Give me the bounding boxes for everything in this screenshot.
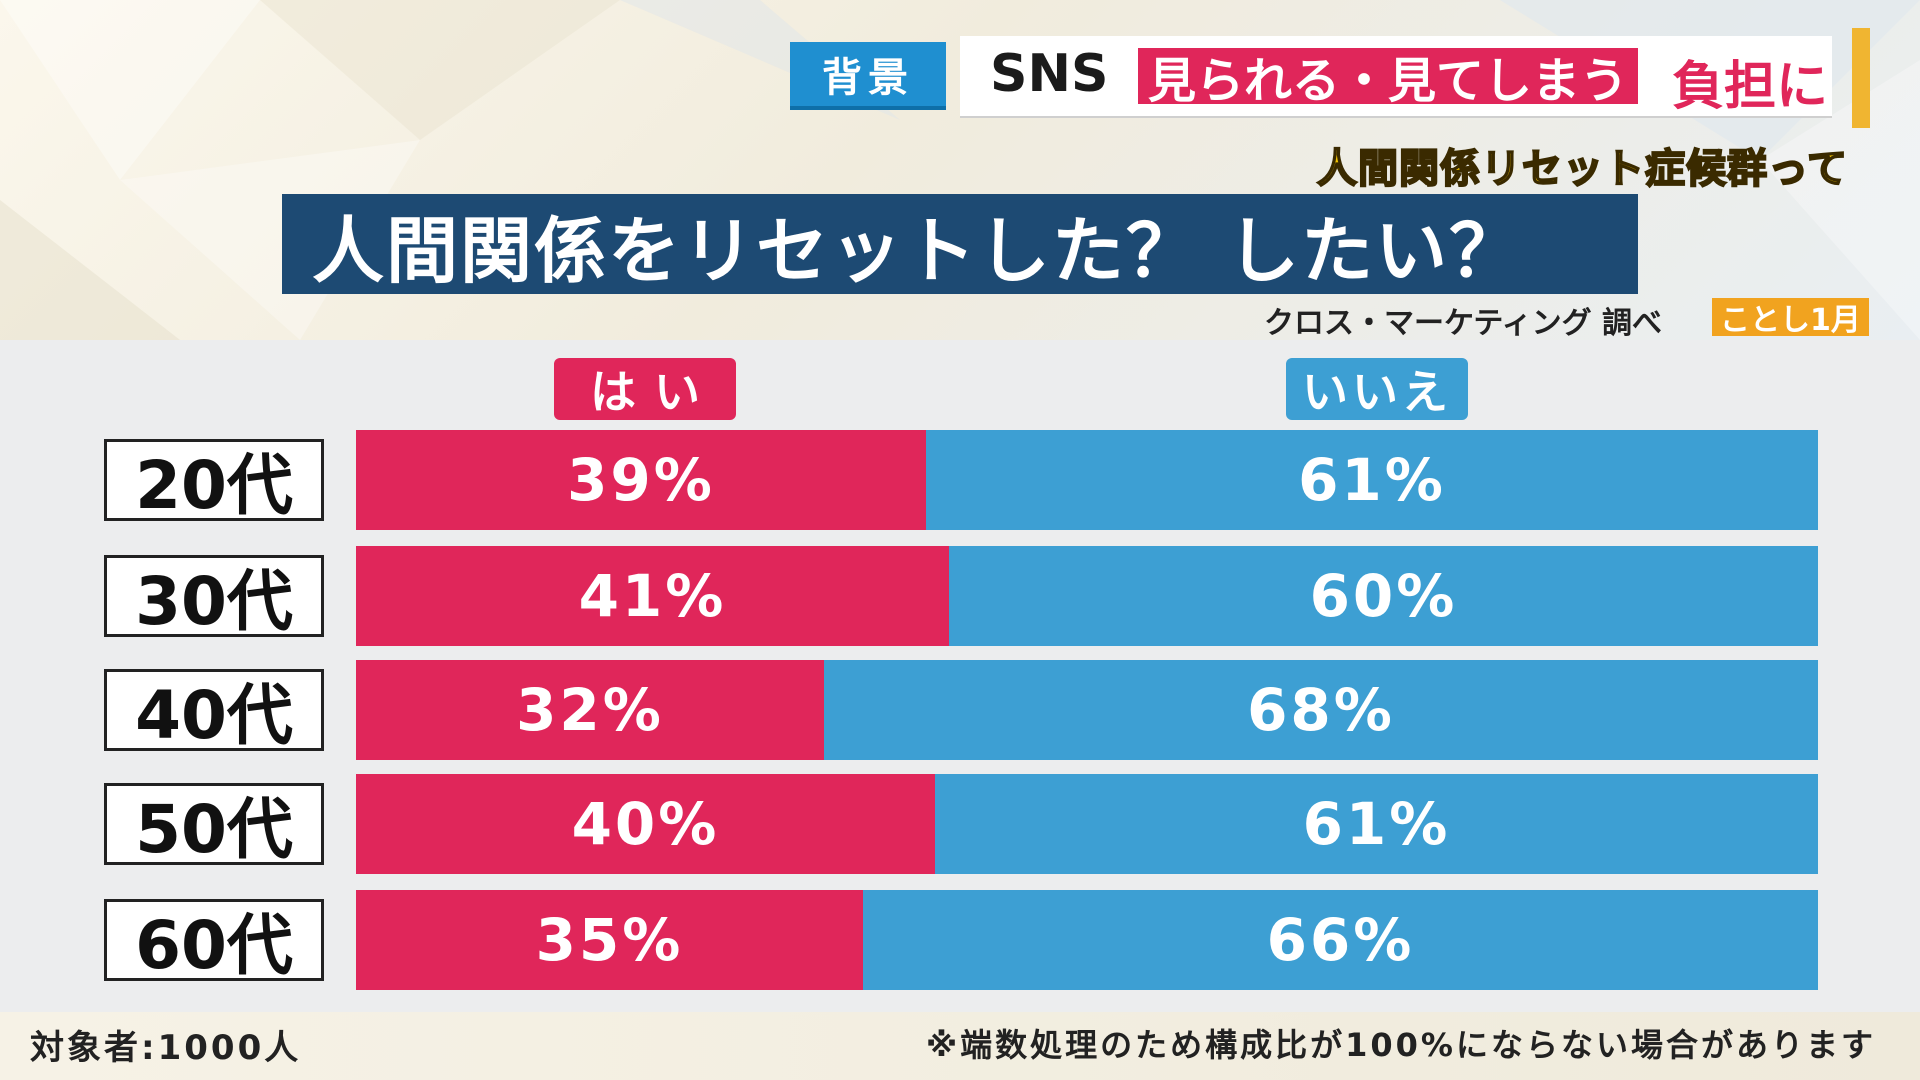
bar-yes-2: 32% [356, 660, 824, 760]
bar-no-1: 60% [949, 546, 1818, 646]
bar-yes-3: 40% [356, 774, 935, 874]
footer-strip [0, 1012, 1920, 1080]
bar-no-4: 66% [863, 890, 1818, 990]
bar-yes-4: 35% [356, 890, 863, 990]
age-label-1: 30代 [104, 555, 324, 640]
date-badge: ことし1月 [1712, 298, 1869, 338]
legend-no: いいえ [1286, 358, 1468, 420]
topic-caption: 人間関係リセット症候群って [1316, 145, 1848, 193]
age-label-0: 20代 [104, 439, 324, 524]
header-highlight: 見られる・見てしまう [1138, 48, 1639, 109]
header-sns: SNS [990, 44, 1109, 104]
header-accent-right [1852, 28, 1870, 128]
legend-yes: はい [554, 358, 736, 420]
question-banner: 人間関係をリセットした？ したい？ [282, 194, 1638, 294]
bar-no-2: 68% [824, 660, 1818, 760]
bar-yes-0: 39% [356, 430, 926, 530]
header-suffix: 負担に [1672, 57, 1829, 117]
age-label-4: 60代 [104, 899, 324, 984]
bar-yes-1: 41% [356, 546, 949, 646]
footnote-sample-size: 対象者:1000人 [30, 1028, 302, 1068]
bar-no-3: 61% [935, 774, 1818, 874]
footnote-rounding: ※端数処理のため構成比が100%にならない場合があります [926, 1026, 1876, 1064]
source-caption: クロス・マーケティング 調べ [1264, 306, 1663, 341]
bar-no-0: 61% [926, 430, 1818, 530]
header-bar: 背景 SNS 見られる・見てしまう 負担に [790, 28, 1870, 128]
header-tag: 背景 [790, 42, 946, 110]
age-label-2: 40代 [104, 669, 324, 754]
age-label-3: 50代 [104, 783, 324, 868]
header-title-box: SNS 見られる・見てしまう 負担に [960, 36, 1832, 117]
